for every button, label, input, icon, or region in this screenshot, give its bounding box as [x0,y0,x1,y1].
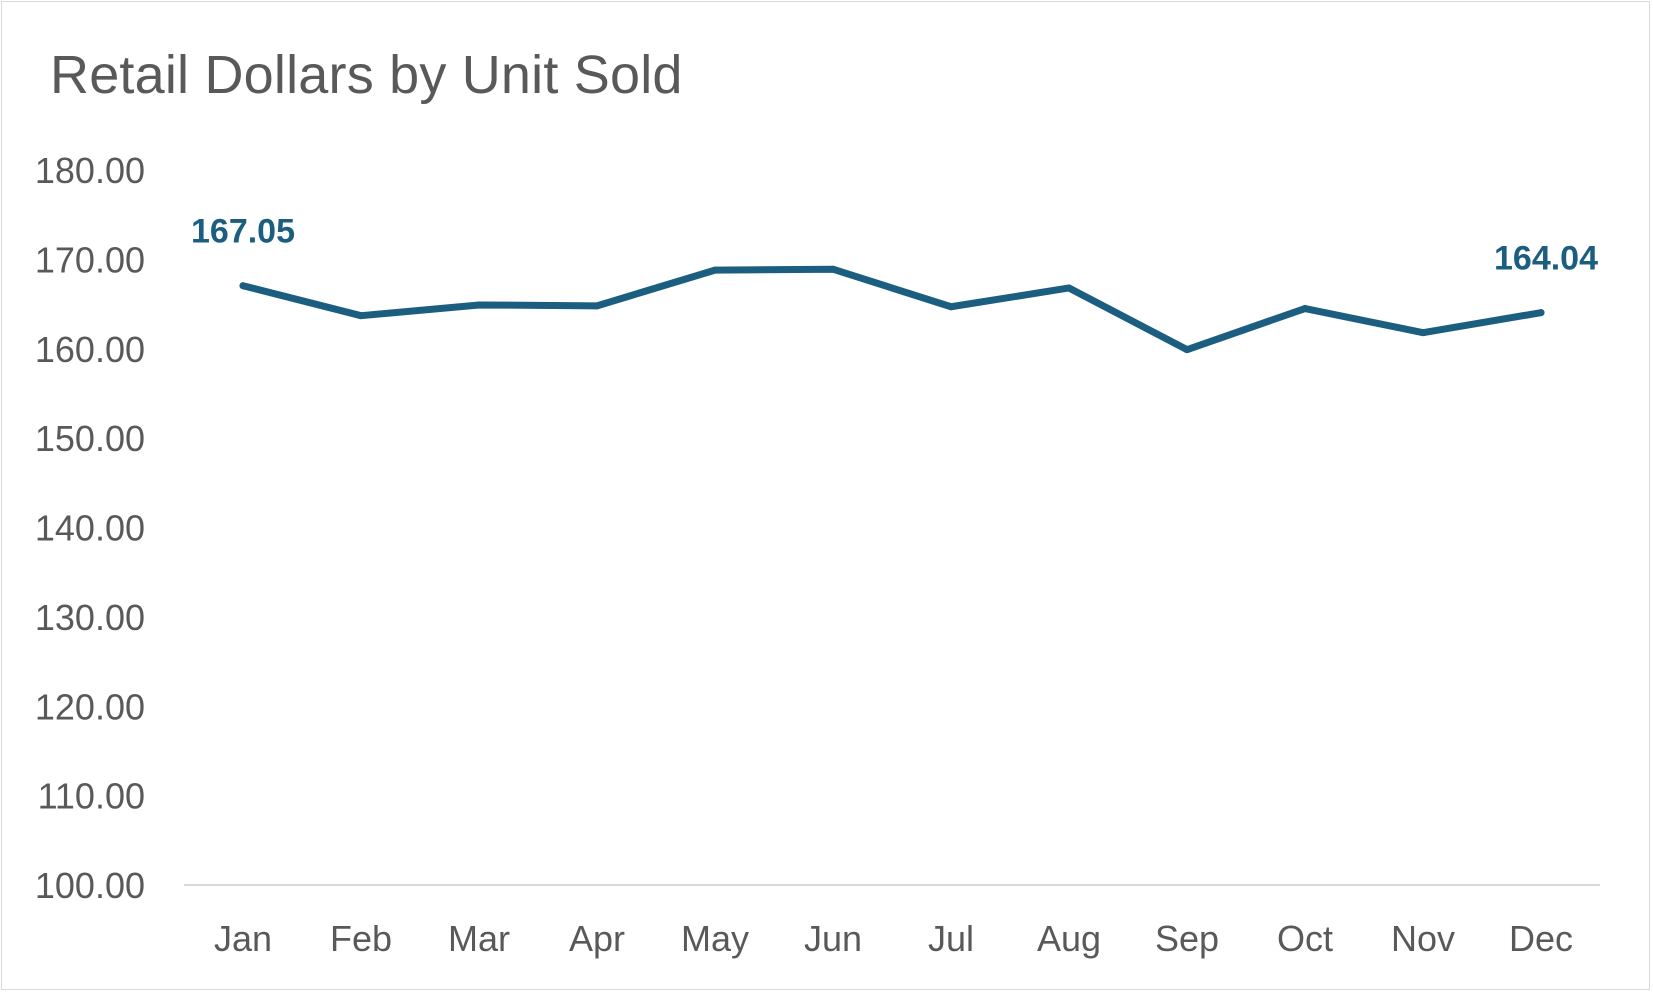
data-point [711,266,719,274]
x-tick-label: Aug [1037,918,1101,959]
data-label: 164.04 [1494,240,1598,278]
data-point [593,302,601,310]
y-tick-label: 180.00 [35,150,145,191]
y-tick-label: 120.00 [35,686,145,727]
data-point [239,282,247,290]
chart-title: Retail Dollars by Unit Sold [50,45,683,105]
x-tick-label: Apr [569,918,625,959]
y-tick-label: 130.00 [35,597,145,638]
data-point [1065,284,1073,292]
y-tick-label: 160.00 [35,329,145,370]
data-point [1537,309,1545,317]
x-tick-label: Nov [1391,918,1455,959]
y-tick-label: 170.00 [35,239,145,280]
data-labels: 167.05 164.04 [191,213,1598,278]
data-points [239,265,1545,354]
data-point [1419,329,1427,337]
series-line [239,265,1545,354]
y-tick-label: 100.00 [35,865,145,906]
x-tick-label: Mar [448,918,510,959]
data-label: 167.05 [191,213,295,251]
y-tick-label: 110.00 [38,776,145,817]
data-point [1301,305,1309,313]
x-tick-label: Dec [1509,918,1573,959]
data-point [947,303,955,311]
x-tick-label: Sep [1155,918,1219,959]
data-point [357,312,365,320]
x-tick-label: Jan [214,918,272,959]
y-tick-label: 150.00 [35,418,145,459]
x-tick-label: Jun [804,918,862,959]
x-axis-labels: Jan Feb Mar Apr May Jun Jul Aug Sep Oct Nov Dec [214,918,1573,959]
data-point [1183,346,1191,354]
x-tick-label: May [681,918,749,959]
x-tick-label: Oct [1277,918,1333,959]
data-point [475,301,483,309]
y-tick-label: 140.00 [35,508,145,549]
data-point [829,265,837,273]
y-axis-labels: 100.00 110.00 120.00 130.00 140.00 150.00 160.… [35,150,145,906]
x-tick-label: Jul [928,918,974,959]
x-tick-label: Feb [330,918,392,959]
